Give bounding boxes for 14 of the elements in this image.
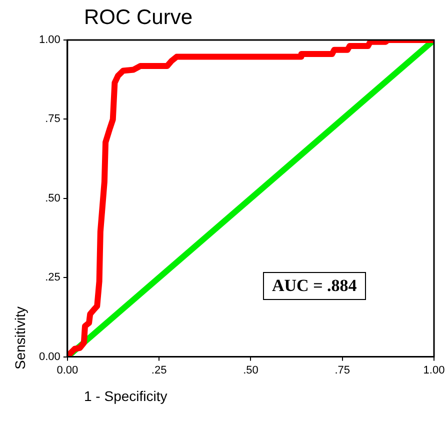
x-tick-label: 0.00 bbox=[56, 364, 78, 376]
chart-title: ROC Curve bbox=[84, 6, 193, 30]
y-tick-label: .50 bbox=[45, 192, 60, 204]
y-tick-label: .25 bbox=[45, 272, 60, 284]
annotation: AUC = .884 bbox=[263, 272, 366, 300]
x-tick-label: .50 bbox=[243, 364, 258, 376]
y-tick-label: 1.00 bbox=[38, 34, 60, 46]
x-tick-label: .25 bbox=[151, 364, 167, 376]
x-tick-label: 1.00 bbox=[423, 364, 445, 376]
x-tick-label: .75 bbox=[334, 364, 350, 376]
y-tick-label: 0.00 bbox=[38, 350, 60, 363]
y-tick-label: .75 bbox=[45, 113, 60, 126]
x-axis-title: 1 - Specificity bbox=[84, 388, 168, 404]
y-axis-title: Sensitivity bbox=[12, 305, 28, 372]
